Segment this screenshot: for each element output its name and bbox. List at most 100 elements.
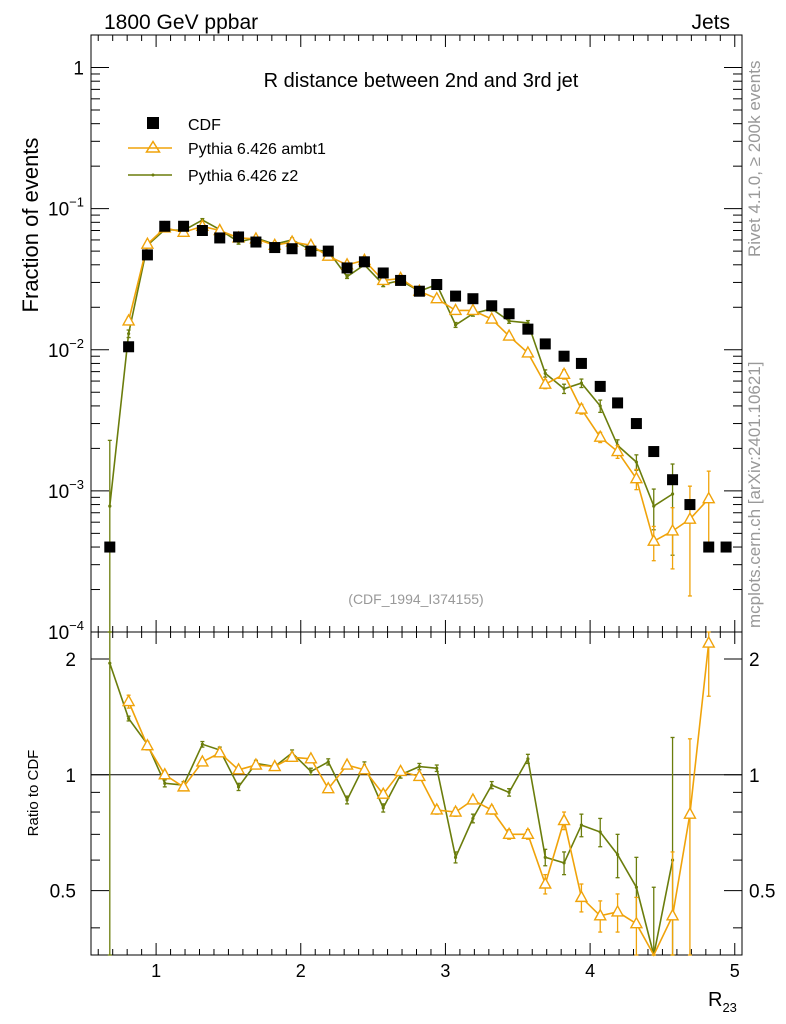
z2-ratio-point [327, 760, 330, 763]
z2-point [507, 319, 510, 322]
cdf-data-point [648, 446, 659, 457]
cdf-data-point [703, 542, 714, 553]
z2-point [544, 372, 547, 375]
cdf-data-point [123, 341, 134, 352]
cdf-data-point [305, 246, 316, 257]
ambt1-ratio-point [431, 804, 442, 814]
cdf-data-point [104, 542, 115, 553]
ambt1-ratio-point [342, 759, 353, 769]
x-axis-label: R23 [708, 989, 737, 1015]
ratio-plot-area [108, 632, 714, 955]
ambt1-ratio-point [559, 815, 570, 825]
z2-ratio-point [163, 782, 166, 785]
cdf-data-point [159, 221, 170, 232]
cdf-data-point [486, 300, 497, 311]
z2-point [345, 275, 348, 278]
cdf-data-point [214, 232, 225, 243]
cdf-data-point [595, 381, 606, 392]
ambt1-point [667, 525, 678, 535]
legend-label-ambt1: Pythia 6.426 ambt1 [188, 141, 326, 158]
y-axis-label: Fraction of events [18, 138, 43, 313]
cdf-data-point [250, 237, 261, 248]
ambt1-ratio-point [123, 696, 134, 706]
ratio-panel-frame [91, 632, 742, 955]
ratio-y-tick-label-right: 0.5 [749, 882, 775, 903]
z2-point [652, 505, 655, 508]
ambt1-ratio-point [486, 804, 497, 814]
legend: CDF Pythia 6.426 ambt1 Pythia 6.426 z2 [128, 117, 326, 185]
x-tick-label: 1 [151, 961, 161, 981]
ambt1-point [612, 446, 623, 456]
mcplots-label: mcplots.cern.ch [arXiv:2401.10621] [745, 362, 764, 628]
ambt1-ratio-point [522, 828, 533, 838]
cdf-data-point [559, 351, 570, 362]
x-tick-label: 2 [296, 961, 306, 981]
ratio-y-axis-label: Ratio to CDF [25, 750, 42, 837]
ambt1-ratio-point [540, 878, 551, 888]
legend-marker-ambt1 [147, 142, 160, 153]
z2-point [127, 332, 130, 335]
ambt1-ratio-point [142, 740, 153, 750]
z2-ratio-point [507, 791, 510, 794]
ratio-y-tick-label: 1 [65, 766, 76, 787]
x-tick-label: 4 [585, 961, 595, 981]
ambt1-series-line [129, 226, 709, 541]
z2-ratio-point [599, 830, 602, 833]
ambt1-point [450, 304, 461, 314]
z2-ratio-point [616, 853, 619, 856]
z2-ratio-point [345, 798, 348, 801]
cdf-data-point [667, 474, 678, 485]
ambt1-ratio-point [576, 891, 587, 901]
ambt1-ratio-series-line [129, 643, 709, 955]
header-right: Jets [691, 11, 730, 34]
x-tick-label: 3 [440, 961, 450, 981]
cdf-data-point [342, 262, 353, 273]
cdf-data-point [395, 275, 406, 286]
figure: 1800 GeV ppbar Jets Rivet 4.1.0, ≥ 200k … [0, 0, 786, 1024]
z2-ratio-point [526, 757, 529, 760]
ratio-y-tick-label: 2 [65, 650, 76, 671]
z2-point [580, 382, 583, 385]
z2-series-line [110, 220, 673, 506]
z2-ratio-point [562, 861, 565, 864]
ambt1-point [576, 403, 587, 413]
z2-ratio-series-line [110, 663, 673, 955]
z2-ratio-point [435, 767, 438, 770]
z2-ratio-point [454, 856, 457, 859]
z2-ratio-point [201, 743, 204, 746]
y-tick-label: 1 [73, 59, 84, 80]
cdf-data-point [233, 231, 244, 242]
z2-ratio-point [490, 783, 493, 786]
cdf-data-point [684, 499, 695, 510]
z2-point [108, 505, 111, 508]
ambt1-ratio-point [703, 637, 714, 647]
y-tick-label: 10−2 [48, 336, 84, 362]
legend-marker-z2 [152, 174, 155, 177]
z2-ratio-point [418, 765, 421, 768]
z2-ratio-point [309, 770, 312, 773]
z2-point [671, 492, 674, 495]
cdf-data-point [467, 293, 478, 304]
analysis-id: (CDF_1994_I374155) [348, 591, 483, 607]
ambt1-ratio-point [667, 910, 678, 920]
ambt1-point [648, 535, 659, 545]
z2-point [562, 387, 565, 390]
cdf-data-point [450, 291, 461, 302]
y-tick-label: 10−4 [48, 618, 84, 644]
ambt1-ratio-point [631, 918, 642, 928]
cdf-data-point [287, 243, 298, 254]
ambt1-ratio-point [197, 756, 208, 766]
z2-ratio-point [108, 662, 111, 665]
ratio-y-tick-label: 0.5 [50, 882, 76, 903]
cdf-data-point [178, 221, 189, 232]
legend-label-cdf: CDF [188, 117, 221, 134]
cdf-data-point [197, 225, 208, 236]
cdf-data-point [431, 279, 442, 290]
cdf-data-point [269, 242, 280, 253]
z2-ratio-point [635, 886, 638, 889]
y-tick-label: 10−3 [48, 477, 84, 503]
chart-title: R distance between 2nd and 3rd jet [264, 70, 579, 92]
cdf-data-point [721, 542, 732, 553]
z2-ratio-point [471, 817, 474, 820]
main-plot-area [104, 218, 731, 632]
